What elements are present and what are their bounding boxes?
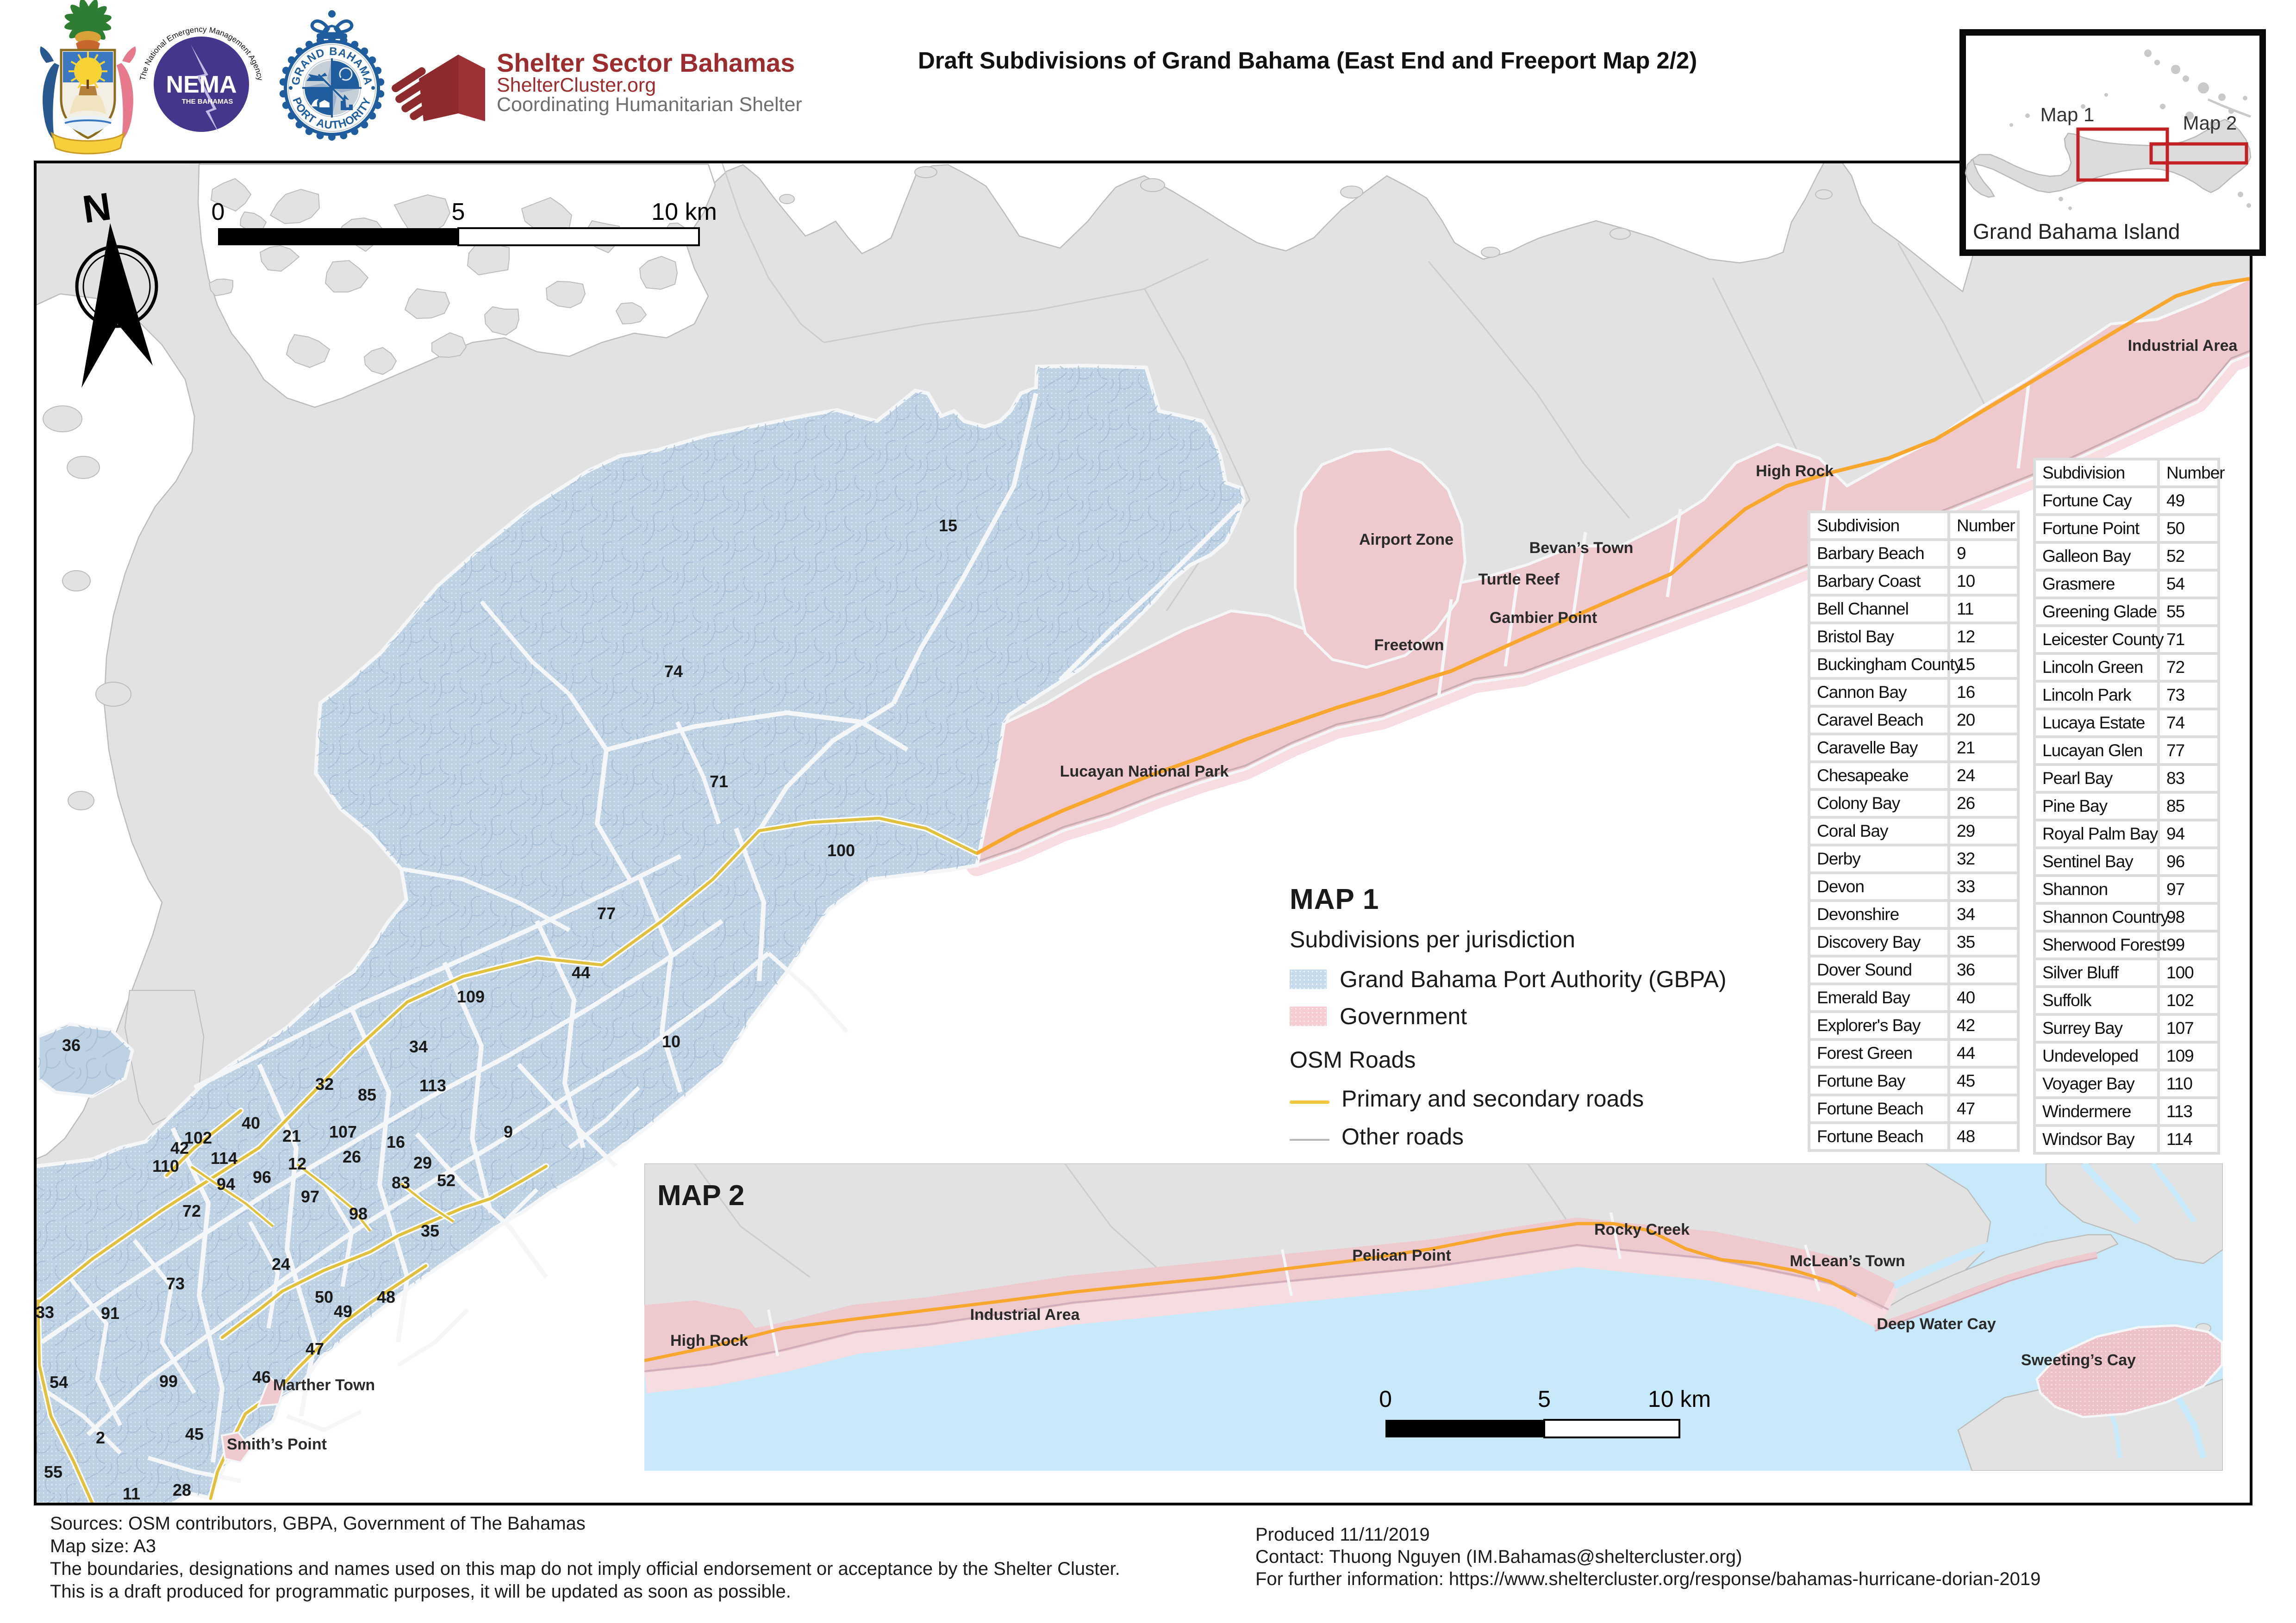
svg-text:73: 73 xyxy=(166,1274,185,1293)
svg-text:28: 28 xyxy=(173,1480,191,1499)
svg-text:71: 71 xyxy=(710,772,728,791)
svg-text:114: 114 xyxy=(211,1149,237,1168)
svg-text:Rocky Creek: Rocky Creek xyxy=(1594,1221,1690,1238)
svg-text:100: 100 xyxy=(827,841,855,860)
svg-text:107: 107 xyxy=(329,1122,357,1141)
svg-text:47: 47 xyxy=(306,1339,324,1358)
svg-text:ShelterCluster.org: ShelterCluster.org xyxy=(497,74,656,96)
svg-text:Deep Water Cay: Deep Water Cay xyxy=(1877,1315,1996,1333)
svg-text:54: 54 xyxy=(50,1373,68,1392)
svg-text:2: 2 xyxy=(96,1428,105,1447)
svg-text:10 km: 10 km xyxy=(651,199,717,225)
svg-text:Pelican Point: Pelican Point xyxy=(1352,1247,1451,1264)
svg-text:Turtle Reef: Turtle Reef xyxy=(1478,571,1560,588)
svg-text:11: 11 xyxy=(123,1484,140,1503)
svg-text:46: 46 xyxy=(252,1368,271,1387)
svg-text:High Rock: High Rock xyxy=(670,1332,748,1349)
svg-text:15: 15 xyxy=(939,516,957,535)
svg-text:83: 83 xyxy=(392,1173,410,1192)
svg-text:THE BAHAMAS: THE BAHAMAS xyxy=(182,98,233,106)
svg-text:21: 21 xyxy=(282,1126,301,1145)
svg-text:Draft Subdivisions of Grand Ba: Draft Subdivisions of Grand Bahama (East… xyxy=(918,47,1697,74)
svg-text:Shelter Sector Bahamas: Shelter Sector Bahamas xyxy=(497,48,795,77)
svg-text:113: 113 xyxy=(419,1076,446,1095)
svg-text:Industrial Area: Industrial Area xyxy=(2128,337,2238,354)
svg-text:102: 102 xyxy=(184,1128,212,1147)
svg-text:Lucayan National Park: Lucayan National Park xyxy=(1060,763,1229,780)
svg-text:44: 44 xyxy=(572,963,590,982)
svg-text:Gambier Point: Gambier Point xyxy=(1490,609,1597,627)
svg-text:91: 91 xyxy=(101,1304,119,1323)
svg-text:52: 52 xyxy=(437,1171,455,1190)
svg-text:Sweeting’s Cay: Sweeting’s Cay xyxy=(2021,1351,2136,1369)
svg-text:49: 49 xyxy=(334,1302,352,1321)
svg-text:26: 26 xyxy=(343,1147,361,1166)
svg-text:McLean’s Town: McLean’s Town xyxy=(1790,1252,1905,1270)
svg-text:MAP 2: MAP 2 xyxy=(657,1180,744,1212)
svg-text:74: 74 xyxy=(664,662,683,681)
svg-text:5: 5 xyxy=(1538,1386,1551,1412)
svg-text:96: 96 xyxy=(253,1168,271,1187)
svg-text:45: 45 xyxy=(185,1424,204,1443)
svg-text:85: 85 xyxy=(358,1085,376,1104)
svg-text:55: 55 xyxy=(44,1462,62,1481)
svg-text:50: 50 xyxy=(315,1287,333,1306)
svg-text:12: 12 xyxy=(288,1154,306,1173)
svg-text:Coordinating Humanitarian Shel: Coordinating Humanitarian Shelter xyxy=(497,93,802,116)
svg-text:24: 24 xyxy=(272,1255,290,1274)
svg-text:32: 32 xyxy=(315,1075,334,1094)
svg-text:NEMA: NEMA xyxy=(166,71,237,98)
svg-text:42: 42 xyxy=(170,1138,189,1157)
svg-text:High Rock: High Rock xyxy=(1756,462,1834,480)
svg-text:0: 0 xyxy=(212,199,225,225)
svg-text:Smith’s Point: Smith’s Point xyxy=(227,1436,327,1453)
svg-text:Map 2: Map 2 xyxy=(2183,112,2237,134)
svg-text:77: 77 xyxy=(597,904,616,923)
svg-text:16: 16 xyxy=(387,1132,405,1151)
svg-text:99: 99 xyxy=(159,1372,178,1391)
svg-text:72: 72 xyxy=(182,1201,201,1220)
svg-text:10: 10 xyxy=(662,1032,680,1051)
svg-text:36: 36 xyxy=(62,1036,81,1055)
svg-text:Freetown: Freetown xyxy=(1374,636,1444,654)
svg-text:40: 40 xyxy=(242,1113,260,1132)
svg-text:0: 0 xyxy=(1379,1386,1392,1412)
svg-text:109: 109 xyxy=(457,987,485,1006)
svg-text:Airport Zone: Airport Zone xyxy=(1359,531,1454,548)
svg-text:Bevan’s Town: Bevan’s Town xyxy=(1529,539,1634,557)
svg-text:9: 9 xyxy=(504,1122,513,1141)
svg-text:98: 98 xyxy=(349,1204,368,1223)
svg-text:10 km: 10 km xyxy=(1648,1386,1711,1412)
svg-text:Grand Bahama Island: Grand Bahama Island xyxy=(1973,219,2180,243)
svg-text:Map 1: Map 1 xyxy=(2040,104,2095,125)
svg-text:97: 97 xyxy=(301,1187,319,1206)
svg-text:33: 33 xyxy=(36,1303,54,1322)
svg-text:34: 34 xyxy=(409,1037,428,1056)
svg-text:29: 29 xyxy=(413,1153,432,1172)
svg-text:5: 5 xyxy=(452,199,465,225)
svg-text:N: N xyxy=(80,184,114,231)
svg-text:Marther Town: Marther Town xyxy=(273,1376,375,1394)
svg-text:48: 48 xyxy=(377,1287,395,1306)
svg-text:94: 94 xyxy=(217,1175,235,1194)
svg-text:Industrial Area: Industrial Area xyxy=(970,1306,1080,1324)
svg-text:35: 35 xyxy=(421,1221,439,1240)
svg-text:110: 110 xyxy=(152,1157,179,1175)
